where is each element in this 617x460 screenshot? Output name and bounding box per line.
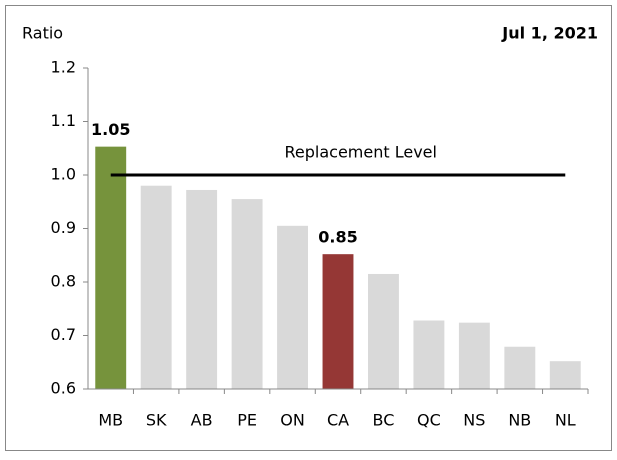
- bar: [231, 199, 263, 389]
- bar: [186, 189, 218, 389]
- bar: [368, 273, 399, 389]
- y-tick-label: 0.7: [51, 325, 76, 344]
- x-tick-label: AB: [191, 411, 213, 430]
- x-tick-label: BC: [373, 411, 395, 430]
- reference-line-label: Replacement Level: [285, 143, 437, 162]
- y-tick-label: 1.0: [51, 165, 76, 184]
- value-label: 0.85: [318, 228, 357, 247]
- bar: [549, 361, 581, 389]
- x-tick-label: SK: [146, 411, 167, 430]
- x-tick-label: CA: [327, 411, 349, 430]
- y-tick-label: 1.2: [51, 58, 76, 77]
- x-tick-label: NS: [463, 411, 485, 430]
- y-tick-label: 0.9: [51, 218, 76, 237]
- x-tick-label: ON: [280, 411, 305, 430]
- y-tick-label: 0.8: [51, 272, 76, 291]
- bar: [413, 320, 445, 389]
- x-tick-label: NB: [508, 411, 531, 430]
- bar: [277, 225, 308, 389]
- bar: [458, 322, 490, 389]
- x-tick-label: NL: [555, 411, 576, 430]
- x-tick-label: MB: [98, 411, 123, 430]
- bar: [322, 254, 354, 389]
- x-tick-label: QC: [417, 411, 441, 430]
- bar: [504, 346, 536, 389]
- y-tick-label: 0.6: [51, 379, 76, 398]
- bar: [95, 146, 127, 389]
- value-label: 1.05: [91, 120, 130, 139]
- y-axis-label: Ratio: [22, 24, 63, 43]
- x-tick-label: PE: [237, 411, 257, 430]
- bar: [140, 185, 172, 389]
- date-label: Jul 1, 2021: [501, 24, 598, 43]
- y-tick-label: 1.1: [51, 111, 76, 130]
